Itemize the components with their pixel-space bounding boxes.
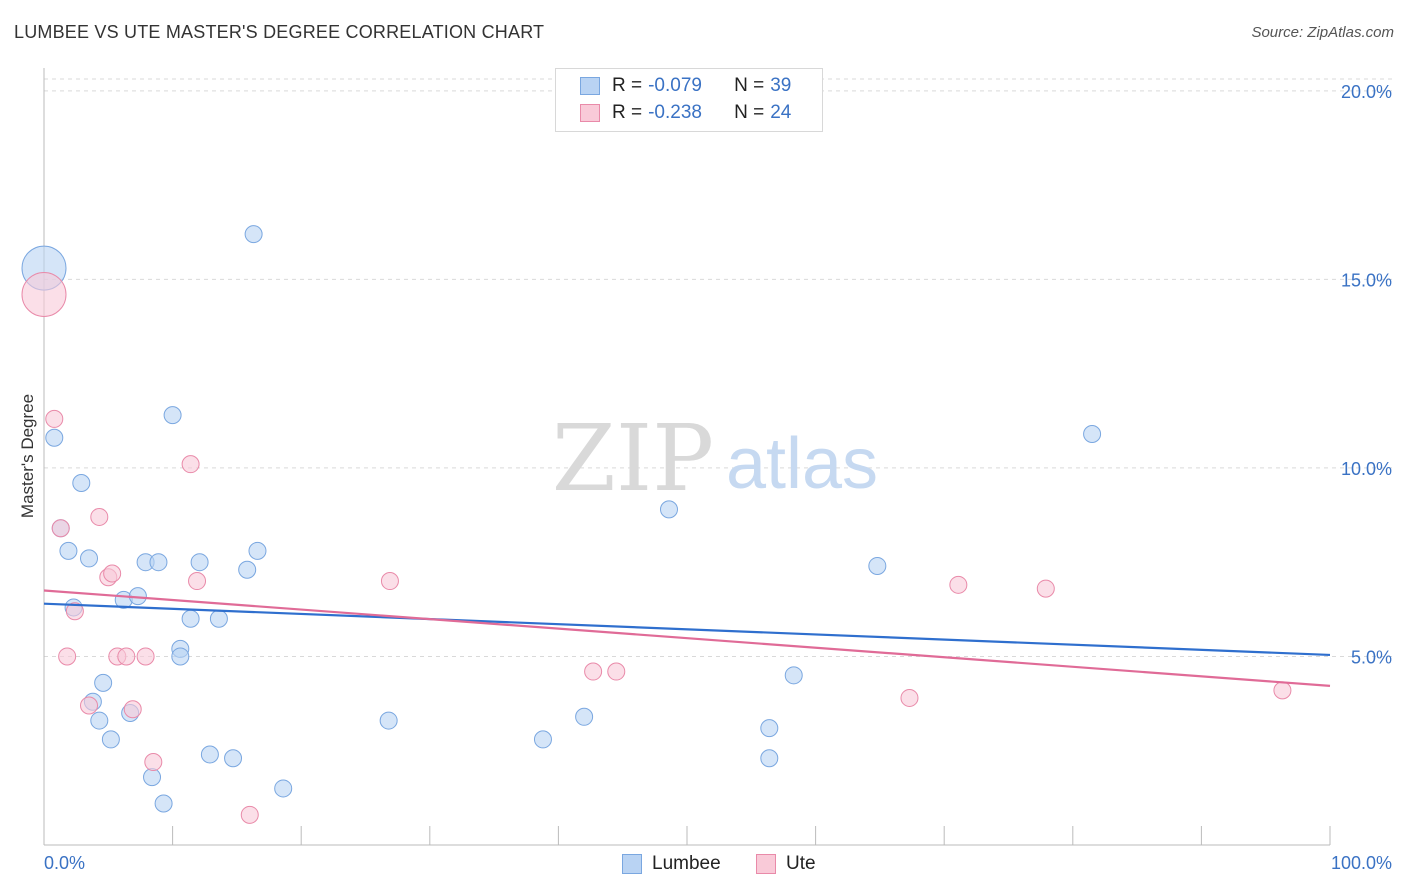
ute-point (380, 572, 399, 591)
lumbee-point (72, 474, 91, 493)
ute-point (103, 564, 122, 583)
legend-r-value: -0.238 (648, 102, 702, 123)
lumbee-point (868, 556, 887, 575)
bottom-legend-ute: Ute (756, 852, 816, 876)
lumbee-point (80, 549, 99, 568)
lumbee-point (101, 730, 120, 749)
ute-point (45, 409, 64, 428)
lumbee-point (59, 541, 78, 560)
lumbee-point (154, 794, 173, 813)
lumbee-point (45, 428, 64, 447)
lumbee-point (163, 406, 182, 425)
lumbee-point (248, 541, 267, 560)
ute-point (949, 575, 968, 594)
ute-point (181, 455, 200, 474)
ute-trend-line (43, 589, 1331, 687)
watermark: ZIP atlas (552, 405, 878, 512)
ute-point (123, 700, 142, 719)
ute-point (900, 688, 919, 707)
lumbee-point (143, 768, 162, 787)
legend-swatch-lumbee (580, 77, 600, 95)
bottom-legend-swatch-lumbee (622, 854, 642, 874)
legend-n-value: 39 (770, 75, 792, 96)
lumbee-point (760, 749, 779, 768)
legend-item-lumbee: R = -0.079 N = 39 (580, 74, 791, 98)
ute-point (1273, 681, 1292, 700)
x-tick-label-max: 100.0% (1331, 853, 1392, 873)
legend-r-label: R = (612, 75, 643, 96)
lumbee-point (171, 647, 190, 666)
legend-r-value: -0.079 (648, 75, 702, 96)
lumbee-point (1083, 424, 1102, 443)
lumbee-point (274, 779, 293, 798)
lumbee-point (200, 745, 219, 764)
legend: R = -0.079 N = 39 R = -0.238 N = 24 (555, 68, 823, 132)
lumbee-point (209, 609, 228, 628)
watermark-zip: ZIP (552, 405, 714, 512)
lumbee-point (149, 553, 168, 572)
ute-point (188, 572, 207, 591)
lumbee-point (238, 560, 257, 579)
lumbee-point (760, 719, 779, 738)
bottom-legend-lumbee: Lumbee (622, 852, 721, 876)
legend-n-label: N = (734, 102, 765, 123)
chart-title: LUMBEE VS UTE MASTER'S DEGREE CORRELATIO… (14, 22, 545, 42)
lumbee-point (244, 225, 263, 244)
ute-point (80, 696, 99, 715)
ute-point (21, 271, 67, 317)
y-tick-label: 10.0% (1341, 459, 1392, 479)
lumbee-point (784, 666, 803, 685)
lumbee-point (94, 673, 113, 692)
lumbee-point (379, 711, 398, 730)
ute-point (607, 662, 626, 681)
lumbee-point (90, 711, 109, 730)
x-tick-label-min: 0.0% (44, 853, 85, 873)
ute-point (90, 507, 109, 526)
y-axis-label: Master's Degree (18, 393, 37, 519)
lumbee-point (181, 609, 200, 628)
legend-swatch-ute (580, 104, 600, 122)
y-tick-label: 5.0% (1351, 647, 1392, 667)
y-tick-label: 15.0% (1341, 270, 1392, 290)
ute-point (1036, 579, 1055, 598)
lumbee-point (533, 730, 552, 749)
source-credit: Source: ZipAtlas.com (1251, 24, 1394, 41)
ute-point (136, 647, 155, 666)
lumbee-point (224, 749, 243, 768)
legend-n-label: N = (734, 75, 765, 96)
lumbee-point (575, 707, 594, 726)
ute-point (65, 602, 84, 621)
y-tick-label: 20.0% (1341, 82, 1392, 102)
ute-point (144, 753, 163, 772)
ute-point (58, 647, 77, 666)
watermark-atlas: atlas (726, 424, 878, 504)
ute-point (51, 519, 70, 538)
ute-point (240, 805, 259, 824)
ute-point (584, 662, 603, 681)
bottom-legend-label-ute: Ute (786, 853, 816, 874)
ute-point (117, 647, 136, 666)
lumbee-point (190, 553, 209, 572)
legend-item-ute: R = -0.238 N = 24 (580, 101, 791, 125)
legend-n-value: 24 (770, 102, 792, 123)
legend-r-label: R = (612, 102, 643, 123)
bottom-legend-label-lumbee: Lumbee (652, 853, 721, 874)
bottom-legend-swatch-ute (756, 854, 776, 874)
lumbee-point (659, 500, 678, 519)
lumbee-trend-line (43, 602, 1331, 657)
